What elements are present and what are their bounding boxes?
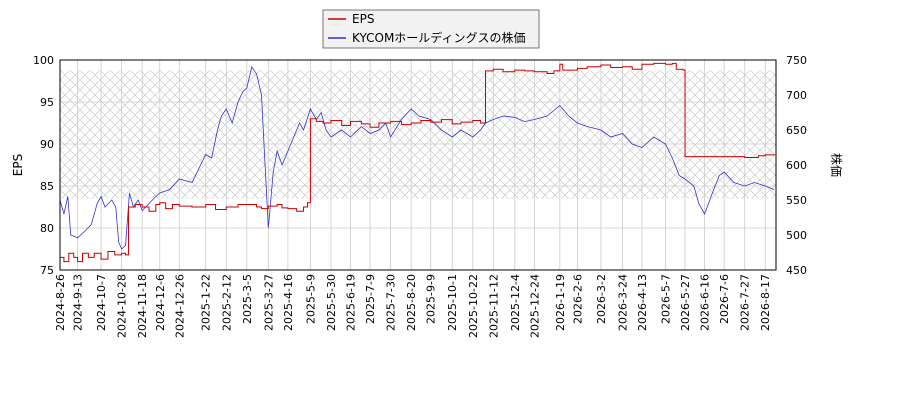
x-tick: 2025-2-12 [220,274,233,331]
x-tick: 2025-7-9 [364,274,377,324]
x-tick: 2025-1-22 [200,274,213,331]
x-axis: 2024-8-26 2024-9-13 2024-10-7 2024-10-28 202… [54,274,772,338]
y-tick-right: 600 [786,159,807,172]
x-tick: 2026-3-24 [616,274,629,331]
x-tick: 2024-11-18 [136,274,149,338]
y-tick-right: 650 [786,124,807,137]
shaded-band [60,70,776,199]
x-tick: 2024-10-28 [116,274,129,338]
x-tick: 2026-3-2 [595,274,608,324]
x-tick: 2025-6-19 [345,274,358,331]
x-tick: 2026-4-13 [636,274,649,331]
x-tick: 2026-7-27 [739,274,752,331]
x-tick: 2025-3-5 [241,274,254,324]
y-tick-right: 450 [786,264,807,277]
x-tick: 2024-9-13 [72,274,85,331]
x-tick: 2025-4-16 [282,274,295,331]
y-tick-left: 85 [40,180,54,193]
y-axis-left-label: EPS [11,154,25,176]
y-tick-right: 500 [786,229,807,242]
y-tick-left: 100 [33,54,54,67]
x-tick: 2025-7-30 [385,274,398,331]
x-tick: 2026-5-27 [679,274,692,331]
legend-label-price: KYCOMホールディングスの株価 [352,30,525,45]
y-tick-right: 550 [786,194,807,207]
x-tick: 2024-12-6 [154,274,167,331]
x-tick: 2026-6-16 [699,274,712,331]
x-tick: 2025-11-12 [487,274,500,338]
x-tick: 2025-10-1 [446,274,459,331]
x-tick: 2025-8-20 [405,274,418,331]
x-tick: 2026-7-6 [718,274,731,324]
legend-label-eps: EPS [352,12,374,26]
y-tick-left: 80 [40,222,54,235]
x-tick: 2024-8-26 [54,274,67,331]
x-tick: 2025-3-27 [262,274,275,331]
y-tick-right: 750 [786,54,807,67]
x-tick: 2025-5-9 [304,274,317,324]
x-tick: 2024-10-7 [95,274,108,331]
y-axis-right: 450 500 550 600 650 700 750 [786,54,807,277]
x-tick: 2024-12-26 [173,274,186,338]
x-tick: 2026-1-19 [554,274,567,331]
x-tick: 2025-10-22 [467,274,480,338]
x-tick: 2026-8-17 [759,274,772,331]
y-tick-right: 700 [786,89,807,102]
x-tick: 2026-2-6 [571,274,584,324]
y-tick-left: 75 [40,264,54,277]
grid [59,59,776,271]
x-tick: 2025-12-24 [528,274,541,338]
y-axis-right-label: 株価 [829,153,844,177]
series-line-eps [60,62,775,263]
x-tick: 2025-9-9 [425,274,438,324]
plot-frame [59,59,777,271]
x-tick: 2025-5-30 [325,274,338,331]
y-axis-left: 75 80 85 90 95 100 [33,54,54,277]
x-tick: 2025-12-4 [509,274,522,331]
legend: EPS KYCOMホールディングスの株価 [322,9,540,49]
x-tick: 2026-5-7 [659,274,672,324]
y-tick-left: 95 [40,96,54,109]
legend-box [322,9,540,49]
y-tick-left: 90 [40,138,54,151]
